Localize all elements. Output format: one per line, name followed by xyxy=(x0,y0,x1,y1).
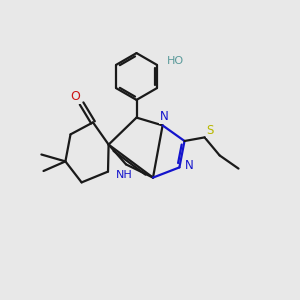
Text: O: O xyxy=(70,90,80,104)
Text: N: N xyxy=(184,159,194,172)
Text: NH: NH xyxy=(116,170,133,180)
Text: N: N xyxy=(160,110,169,124)
Text: HO: HO xyxy=(167,56,184,66)
Text: S: S xyxy=(206,124,214,137)
